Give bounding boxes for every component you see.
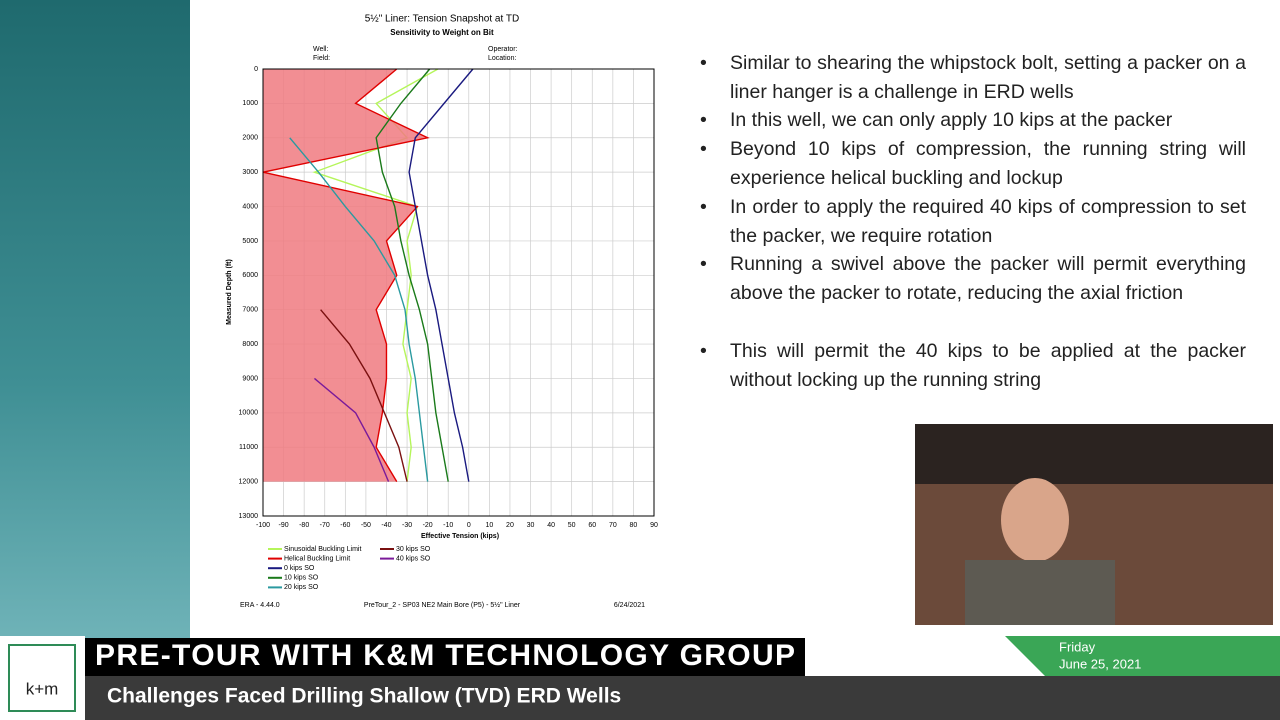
y-tick-label: 8000 [242,341,258,348]
bullet-text: Beyond 10 kips of compression, the runni… [730,138,1246,189]
logo-box [0,636,85,720]
header-label: Location: [488,55,516,62]
series-line [289,137,429,482]
bullet: • In order to apply the required 40 kips … [700,193,1246,251]
bullet-dot: • [700,109,707,131]
legend-label: 20 kips SO [284,584,319,591]
bullet-dot: • [700,138,707,160]
y-tick-label: 1000 [242,100,258,107]
x-tick-label: -40 [381,522,391,529]
y-tick-label: 11000 [239,444,258,451]
bullet: • Running a swivel above the packer will … [700,250,1246,308]
logo-text: k+m [26,679,59,698]
series-line [408,68,474,482]
chart-subtitle: Sensitivity to Weight on Bit [390,28,494,37]
legend-label: 0 kips SO [284,565,315,572]
x-tick-label: 50 [568,522,576,529]
header-label: Field: [313,55,330,62]
subline-bar [85,676,1280,720]
day: Friday [1059,639,1096,654]
x-tick-label: 10 [485,522,493,529]
y-tick-label: 2000 [242,135,258,142]
footer-label: PreTour_2 - SP03 NE2 Main Bore (P5) - 5½… [364,601,521,609]
x-tick-label: -20 [423,522,433,529]
x-tick-label: -100 [256,522,270,529]
presenter-head [1001,478,1069,562]
webcam-foam [915,424,1273,484]
y-tick-label: 4000 [242,203,258,210]
y-tick-label: 6000 [242,272,258,279]
legend-label: Sinusoidal Buckling Limit [284,546,361,553]
series-line [262,68,430,482]
x-tick-label: 20 [506,522,514,529]
date-bar [1005,636,1280,676]
x-tick-label: 90 [650,522,658,529]
legend-label: 40 kips SO [396,555,431,562]
plot-frame [262,68,655,517]
x-tick-label: 60 [588,522,596,529]
series-line [313,377,390,482]
legend-label: Helical Buckling Limit [284,555,350,562]
x-tick-label: -50 [361,522,371,529]
x-tick-label: -60 [340,522,350,529]
y-axis-label: Measured Depth (ft) [226,259,233,325]
x-axis-label: Effective Tension (kips) [421,533,499,540]
x-tick-label: 0 [467,522,471,529]
footer-label: ERA - 4.44.0 [240,602,280,609]
y-tick-label: 9000 [242,375,258,382]
footer-label: 6/24/2021 [614,602,645,609]
side-background [0,0,190,640]
y-tick-label: 12000 [239,478,259,485]
bullet-text: In order to apply the required 40 kips o… [730,196,1246,247]
header-label: Well: [313,46,328,53]
y-tick-label: 13000 [239,513,259,520]
legend-label: 10 kips SO [284,575,319,582]
series-line [375,68,449,482]
presenter-body [965,560,1115,625]
y-tick-label: 10000 [239,410,259,417]
x-tick-label: -90 [279,522,289,529]
bullet-dot: • [700,340,707,362]
bullet: • Beyond 10 kips of compression, the runn… [700,135,1246,193]
bullet-text: Running a swivel above the packer will p… [730,253,1246,304]
headline: PRE-TOUR WITH K&M TECHNOLOGY GROUP [95,639,795,672]
y-tick-label: 3000 [242,169,258,176]
bullet: • Similar to shearing the whipstock bolt,… [700,49,1246,107]
x-tick-label: -70 [320,522,330,529]
header-label: Operator: [488,46,518,53]
bullet: • In this well, we can only apply 10 kips… [700,106,1246,135]
bullet-dot: • [700,52,707,74]
bullet-text: Similar to shearing the whipstock bolt, … [730,52,1246,103]
bullet-dot: • [700,196,707,218]
x-tick-label: -10 [443,522,453,529]
y-tick-label: 0 [254,66,258,73]
y-tick-label: 5000 [242,238,258,245]
x-tick-label: 70 [609,522,617,529]
x-tick-label: 80 [630,522,638,529]
bullet-text: This will permit the 40 kips to be appli… [730,340,1246,391]
chart-title: 5½" Liner: Tension Snapshot at TD [365,14,519,25]
logo-frame [8,644,76,712]
bullet-dot: • [700,253,707,275]
y-tick-label: 7000 [242,307,258,314]
bullet: • This will permit the 40 kips to be appl… [700,337,1246,395]
x-tick-label: 40 [547,522,555,529]
subline: Challenges Faced Drilling Shallow (TVD) … [107,685,621,708]
legend-label: 30 kips SO [396,546,431,553]
x-tick-label: -30 [402,522,412,529]
series-line [320,309,408,482]
x-tick-label: -80 [299,522,309,529]
x-tick-label: 30 [527,522,535,529]
bullet-text: In this well, we can only apply 10 kips … [730,109,1173,131]
date: June 25, 2021 [1059,656,1141,671]
headline-bar [85,638,805,676]
